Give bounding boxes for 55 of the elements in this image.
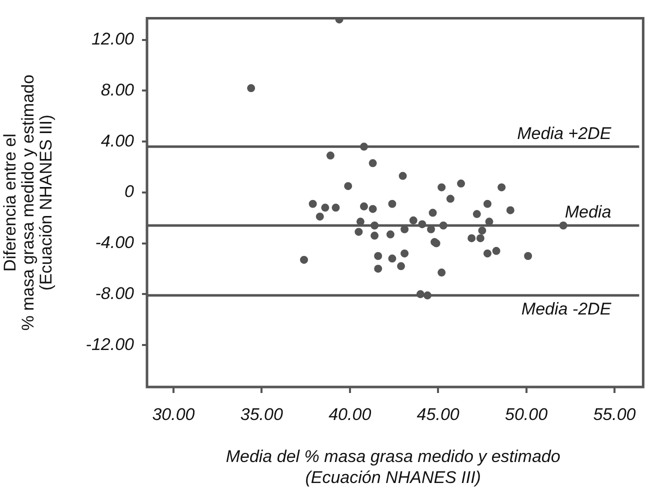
point	[468, 234, 476, 242]
ref-line-label: Media -2DE	[521, 300, 612, 319]
point	[438, 183, 446, 192]
point	[386, 230, 394, 238]
x-tick-label: 50.00	[505, 404, 548, 424]
x-tick-label: 40.00	[328, 404, 372, 424]
point	[524, 252, 532, 260]
point	[388, 200, 396, 208]
point	[326, 152, 334, 160]
y-tick-label: 0	[124, 182, 135, 202]
point	[354, 228, 363, 236]
y-tick-label: 12.00	[91, 30, 135, 49]
y-tick-label: -4.00	[95, 233, 135, 252]
y-tick-label: 8.00	[100, 80, 135, 100]
point	[428, 208, 437, 217]
point	[360, 202, 368, 210]
y-tick-label: -8.00	[95, 284, 135, 303]
point	[478, 226, 486, 235]
point	[446, 194, 454, 203]
x-axis-title: Media del % masa grasa medido y estimado (Ecuación NHANES III)	[226, 446, 560, 488]
point	[368, 159, 377, 168]
point	[398, 172, 407, 180]
y-axis-title: Diferencia entre el % masa grasa medido y estimado (Ecuación NHANES III)	[0, 74, 56, 331]
x-tick-label: 55.00	[593, 404, 636, 424]
point	[483, 249, 492, 258]
point	[316, 212, 324, 221]
point	[332, 204, 340, 212]
x-tick-label: 35.00	[240, 404, 284, 424]
point	[409, 216, 418, 224]
ref-line-label: Media	[564, 202, 612, 222]
point	[457, 180, 466, 188]
x-tick-label: 45.00	[416, 404, 460, 424]
point	[397, 262, 406, 270]
y-tick-label: -12.00	[86, 334, 135, 354]
point	[321, 204, 330, 212]
point	[300, 256, 308, 264]
y-tick-label: 4.00	[100, 131, 135, 150]
point	[492, 246, 500, 255]
point	[374, 264, 382, 273]
point	[388, 254, 396, 263]
point	[308, 200, 317, 208]
point	[400, 249, 409, 258]
point	[476, 234, 484, 242]
point	[247, 84, 256, 92]
point	[498, 183, 506, 192]
x-tick-label: 30.00	[152, 404, 196, 424]
point	[472, 210, 481, 218]
point	[483, 200, 492, 208]
point	[506, 206, 514, 214]
point	[344, 182, 352, 190]
ref-line-label: Media +2DE	[517, 124, 612, 143]
point	[374, 252, 382, 260]
point	[368, 204, 377, 213]
point	[370, 232, 379, 240]
point	[438, 268, 446, 277]
